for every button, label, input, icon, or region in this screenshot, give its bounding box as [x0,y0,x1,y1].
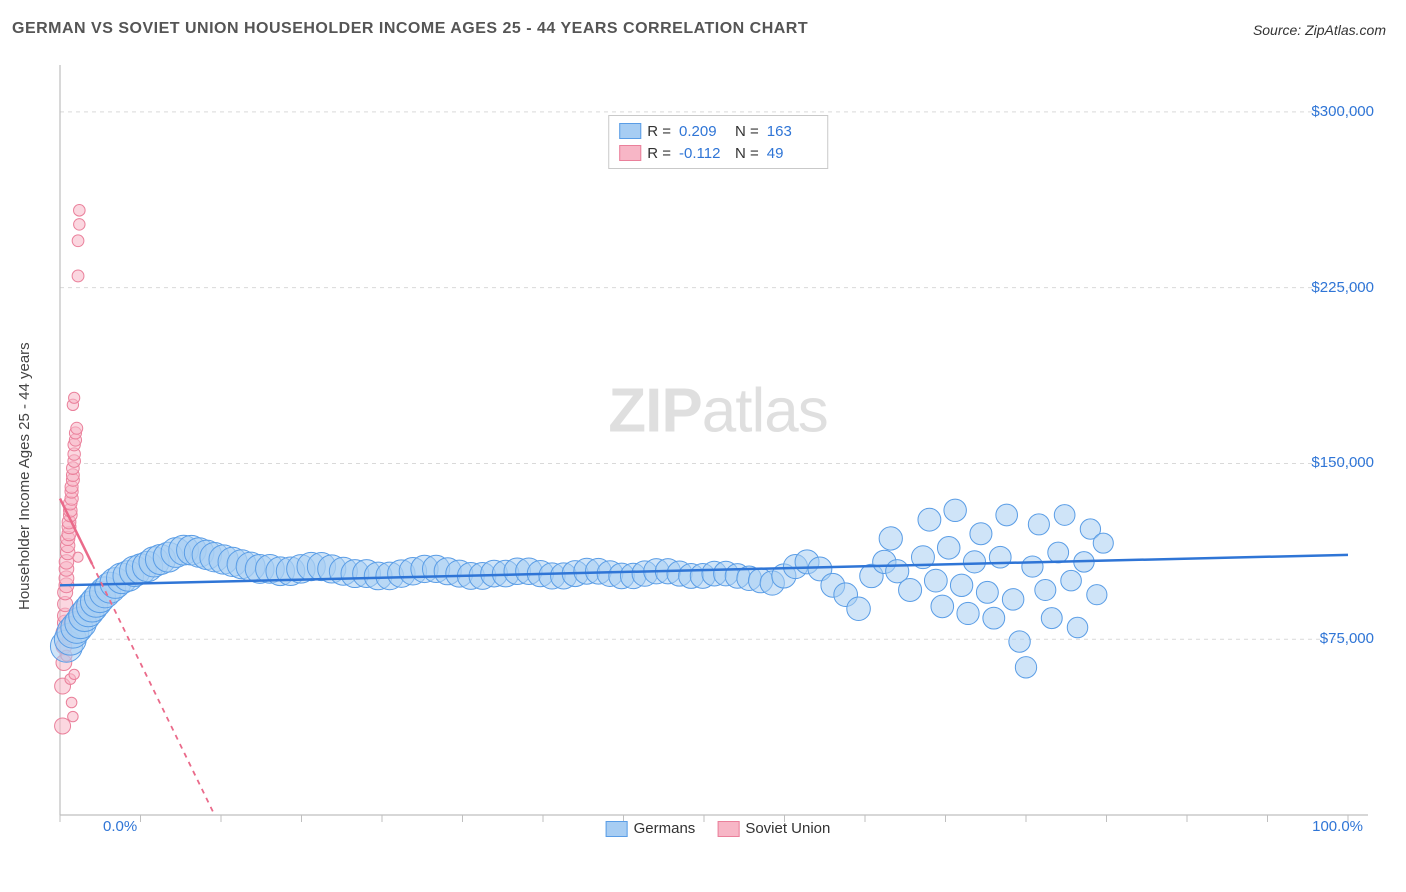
chart-svg [48,55,1388,845]
n-value: 163 [767,123,817,140]
legend-item-germans: Germans [606,820,696,837]
r-label: R = [647,145,671,162]
correlation-legend: R = 0.209 N = 163 R = -0.112 N = 49 [608,115,828,169]
y-tick-label: $150,000 [1311,454,1374,471]
legend-swatch [619,123,641,139]
legend-row-germans: R = 0.209 N = 163 [619,120,817,142]
n-label: N = [735,123,759,140]
y-tick-label: $300,000 [1311,103,1374,120]
source-value: ZipAtlas.com [1305,22,1386,38]
y-axis-label: Householder Income Ages 25 - 44 years [16,342,33,610]
r-value: 0.209 [679,123,729,140]
y-tick-label: $225,000 [1311,279,1374,296]
legend-swatch [619,145,641,161]
x-tick-left: 0.0% [103,818,137,835]
n-value: 49 [767,145,817,162]
source-label: Source: [1253,22,1301,38]
legend-item-soviet: Soviet Union [717,820,830,837]
legend-row-soviet: R = -0.112 N = 49 [619,142,817,164]
r-label: R = [647,123,671,140]
y-tick-label: $75,000 [1320,630,1374,647]
chart-title: GERMAN VS SOVIET UNION HOUSEHOLDER INCOM… [12,20,808,38]
r-value: -0.112 [679,145,729,162]
legend-label: Germans [634,820,696,837]
n-label: N = [735,145,759,162]
legend-swatch [717,821,739,837]
legend-swatch [606,821,628,837]
series-legend: Germans Soviet Union [606,820,831,837]
x-tick-right: 100.0% [1312,818,1363,835]
source-attribution: Source: ZipAtlas.com [1253,22,1386,38]
scatter-chart: ZIPatlas R = 0.209 N = 163 R = -0.112 N … [48,55,1388,845]
legend-label: Soviet Union [745,820,830,837]
